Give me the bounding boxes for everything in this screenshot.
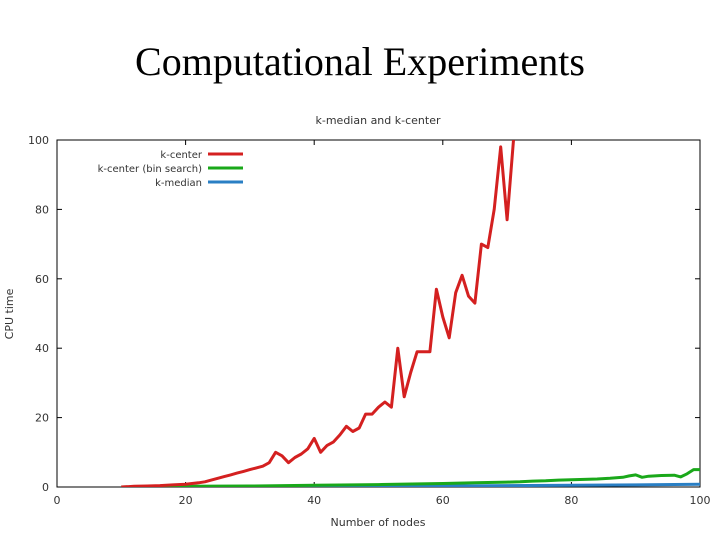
line-chart: k-median and k-center 0 20 40 60 80 100 0 20 40 6… xyxy=(3,114,711,529)
slide-title: Computational Experiments xyxy=(135,39,585,84)
legend-label: k-center (bin search) xyxy=(98,164,203,175)
x-tick-label: 20 xyxy=(179,494,193,507)
legend-label: k-median xyxy=(155,178,202,189)
x-tick-label: 80 xyxy=(564,494,578,507)
plot-frame xyxy=(56,139,701,488)
x-axis-label: Number of nodes xyxy=(331,516,426,529)
x-tick-label: 40 xyxy=(307,494,321,507)
chart-title: k-median and k-center xyxy=(316,114,441,127)
y-tick-label: 80 xyxy=(35,203,49,216)
axis-ticks: 0 20 40 60 80 100 0 20 40 60 80 100 xyxy=(28,134,711,507)
series-line-k-center-bin-search xyxy=(121,468,700,487)
y-tick-label: 20 xyxy=(35,412,49,425)
series-line-k-center xyxy=(121,140,515,487)
x-tick-label: 60 xyxy=(436,494,450,507)
y-tick-label: 60 xyxy=(35,273,49,286)
x-tick-label: 100 xyxy=(690,494,711,507)
y-tick-label: 0 xyxy=(42,481,49,494)
y-tick-label: 100 xyxy=(28,134,49,147)
series-layer xyxy=(121,140,700,487)
x-tick-label: 0 xyxy=(54,494,61,507)
y-axis-label: CPU time xyxy=(3,288,16,339)
y-tick-label: 40 xyxy=(35,342,49,355)
legend: k-center k-center (bin search) k-median xyxy=(98,150,243,189)
legend-label: k-center xyxy=(160,150,202,161)
